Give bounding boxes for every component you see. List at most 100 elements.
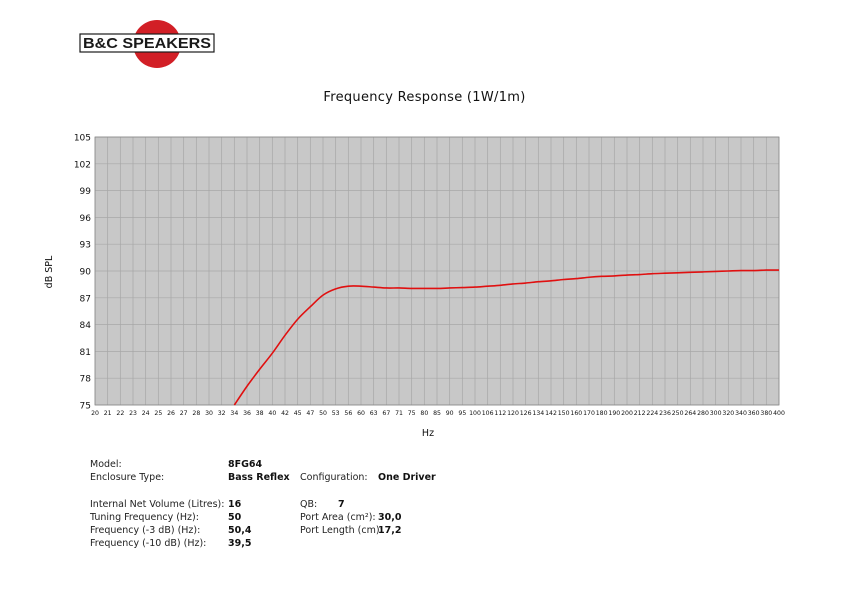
x-tick-label: 32 xyxy=(218,410,226,417)
x-tick-label: 75 xyxy=(408,410,416,417)
x-tick-label: 212 xyxy=(634,410,646,417)
series-point xyxy=(702,271,703,272)
series-point xyxy=(778,270,779,271)
x-tick-label: 85 xyxy=(433,410,441,417)
x-tick-label: 42 xyxy=(281,410,289,417)
series-point xyxy=(728,270,729,271)
spec-model-label: Model: xyxy=(90,459,122,470)
series-point xyxy=(335,288,336,289)
y-tick-label: 102 xyxy=(74,160,91,170)
logo-banner xyxy=(79,33,215,53)
spec-model-value: 8FG64 xyxy=(228,459,263,470)
x-tick-label: 60 xyxy=(357,410,365,417)
spec-volume-value: 16 xyxy=(228,499,242,510)
x-tick-label: 80 xyxy=(420,410,428,417)
series-point xyxy=(576,278,577,279)
spec-tuning: Tuning Frequency (Hz): xyxy=(90,512,199,523)
series-point xyxy=(398,287,399,288)
brand-logo: B&C SPEAKERS xyxy=(79,20,215,68)
x-tick-label: 27 xyxy=(180,410,188,417)
x-tick-label: 63 xyxy=(370,410,378,417)
series-point xyxy=(652,273,653,274)
x-tick-label: 67 xyxy=(382,410,390,417)
series-point xyxy=(449,287,450,288)
series-point xyxy=(462,287,463,288)
series-point xyxy=(411,288,412,289)
x-tick-label: 160 xyxy=(570,410,582,417)
spec-qb: QB: xyxy=(300,499,318,510)
spec-f3: Frequency (-3 dB) (Hz): xyxy=(90,525,201,536)
series-point xyxy=(550,280,551,281)
y-tick-label: 99 xyxy=(80,187,92,197)
spec-f3-value: 50,4 xyxy=(228,525,252,536)
x-tick-label: 22 xyxy=(116,410,124,417)
x-tick-label: 200 xyxy=(621,410,633,417)
series-point xyxy=(310,306,311,307)
x-tick-label: 20 xyxy=(91,410,99,417)
series-line-frequency-response xyxy=(233,269,780,406)
x-tick-label: 53 xyxy=(332,410,340,417)
series-point xyxy=(360,286,361,287)
x-tick-label: 112 xyxy=(494,410,506,417)
spec-tuning-value: 50 xyxy=(228,512,242,523)
series-point xyxy=(740,270,741,271)
x-tick-label: 320 xyxy=(722,410,734,417)
x-tick-label: 30 xyxy=(205,410,213,417)
x-tick-label: 150 xyxy=(558,410,570,417)
x-tick-label: 45 xyxy=(294,410,302,417)
series-point xyxy=(639,274,640,275)
series-point xyxy=(766,270,767,271)
spec-f10: Frequency (-10 dB) (Hz): xyxy=(90,538,207,549)
y-axis-label: dB SPL xyxy=(44,255,55,288)
series-point xyxy=(525,282,526,283)
x-tick-label: 47 xyxy=(306,410,314,417)
series-point xyxy=(436,288,437,289)
plot-border xyxy=(94,136,780,406)
x-tick-label: 24 xyxy=(142,410,150,417)
x-tick-label: 250 xyxy=(672,410,684,417)
x-tick-label: 120 xyxy=(507,410,519,417)
spec-qb-value: 7 xyxy=(338,499,345,510)
series-point xyxy=(424,288,425,289)
grid-lines xyxy=(94,136,780,406)
x-tick-label: 142 xyxy=(545,410,557,417)
x-axis-label: Hz xyxy=(422,428,434,439)
y-tick-label: 78 xyxy=(80,375,92,385)
x-tick-label: 21 xyxy=(104,410,112,417)
spec-port-area: Port Area (cm²): xyxy=(300,512,376,523)
x-tick-label: 134 xyxy=(532,410,544,417)
spec-configuration: Configuration: xyxy=(300,472,368,483)
y-tick-label: 93 xyxy=(80,241,91,251)
x-tick-label: 40 xyxy=(268,410,276,417)
x-tick-label: 180 xyxy=(596,410,608,417)
spec-volume: Internal Net Volume (Litres): xyxy=(90,499,225,510)
series-point xyxy=(487,286,488,287)
spec-configuration-value: One Driver xyxy=(378,472,436,483)
spec-port-length-value: 17,2 xyxy=(378,525,402,536)
chart-title: Frequency Response (1W/1m) xyxy=(323,90,526,105)
series-point xyxy=(614,275,615,276)
x-tick-label: 90 xyxy=(446,410,454,417)
series-point xyxy=(664,273,665,274)
x-tick-label: 100 xyxy=(469,410,481,417)
series-point xyxy=(284,335,285,336)
series-point xyxy=(538,281,539,282)
y-tick-labels: 75 78 81 84 87 90 93 96 99 102 105 xyxy=(74,134,91,412)
x-tick-label: 380 xyxy=(760,410,772,417)
series-point xyxy=(322,295,323,296)
x-tick-label: 71 xyxy=(395,410,403,417)
series-point xyxy=(348,286,349,287)
x-tick-label: 340 xyxy=(735,410,747,417)
x-tick-label: 36 xyxy=(243,410,251,417)
series-point xyxy=(246,386,247,387)
x-tick-label: 23 xyxy=(129,410,137,417)
x-tick-label: 126 xyxy=(520,410,532,417)
x-tick-label: 280 xyxy=(697,410,709,417)
y-tick-label: 96 xyxy=(80,214,92,224)
series-point xyxy=(690,272,691,273)
series-point xyxy=(626,274,627,275)
series-point xyxy=(234,404,235,405)
y-tick-label: 90 xyxy=(80,268,92,278)
y-tick-label: 84 xyxy=(80,321,92,331)
spec-enclosure: Enclosure Type: xyxy=(90,472,165,483)
